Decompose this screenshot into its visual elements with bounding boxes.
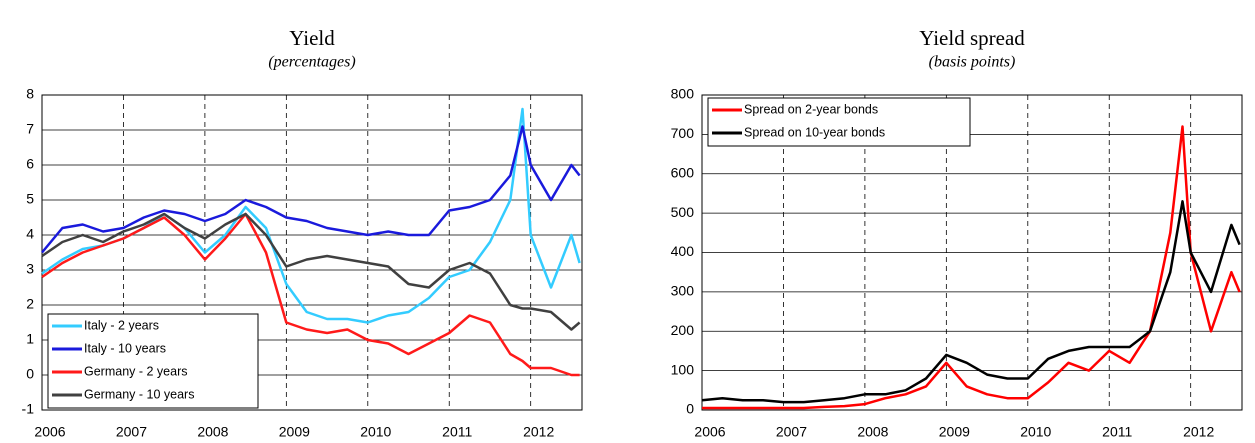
y-tick-label: 1 [26, 331, 34, 347]
legend-label: Germany - 10 years [84, 387, 194, 401]
x-tick-label: 2010 [1020, 424, 1051, 440]
plot-frame [701, 94, 1243, 411]
x-tick-label: 2007 [116, 424, 147, 440]
y-tick-label: 6 [26, 156, 34, 172]
y-tick-label: 0 [686, 401, 694, 417]
x-tick-label: 2008 [197, 424, 228, 440]
data-line [41, 107, 581, 324]
legend-box [707, 97, 971, 147]
x-tick-label: 2009 [279, 424, 310, 440]
data-line [702, 125, 1241, 410]
y-tick-label: 700 [671, 125, 695, 141]
legend-label: Italy - 10 years [84, 341, 166, 355]
y-tick-label: -1 [22, 401, 35, 417]
y-tick-label: 8 [26, 86, 34, 102]
x-tick-label: 2006 [694, 424, 725, 440]
data-line [41, 212, 580, 377]
y-tick-label: 100 [671, 361, 695, 377]
y-tick-label: 0 [26, 366, 34, 382]
data-line [41, 125, 581, 254]
chart-subtitle: (percentages) [268, 54, 355, 71]
data-line [701, 200, 1241, 404]
legend-box [47, 313, 259, 409]
y-tick-label: 4 [26, 226, 34, 242]
y-tick-label: 400 [671, 243, 695, 259]
x-tick-label: 2011 [442, 424, 472, 440]
x-tick-label: 2010 [360, 424, 391, 440]
legend-label: Spread on 10-year bonds [744, 125, 885, 139]
x-tick-label: 2009 [939, 424, 970, 440]
x-tick-label: 2011 [1102, 424, 1132, 440]
x-tick-label: 2008 [857, 424, 888, 440]
x-tick-label: 2012 [1183, 424, 1214, 440]
x-tick-label: 2012 [523, 424, 554, 440]
legend-label: Spread on 2-year bonds [744, 102, 878, 116]
y-tick-label: 3 [26, 261, 34, 277]
y-tick-label: 800 [671, 86, 695, 102]
y-tick-label: 7 [26, 121, 34, 137]
y-tick-label: 5 [26, 191, 34, 207]
y-tick-label: 500 [671, 204, 695, 220]
chart-title: Yield spread [919, 26, 1025, 50]
x-tick-label: 2006 [34, 424, 65, 440]
data-line [41, 212, 581, 331]
chart-title: Yield [289, 26, 335, 50]
chart-subtitle: (basis points) [929, 54, 1016, 71]
y-tick-label: 300 [671, 283, 695, 299]
legend-label: Italy - 2 years [84, 318, 159, 332]
x-tick-label: 2007 [776, 424, 807, 440]
y-tick-label: 600 [671, 164, 695, 180]
legend-label: Germany - 2 years [84, 364, 188, 378]
y-tick-label: 200 [671, 322, 695, 338]
y-tick-label: 2 [26, 296, 34, 312]
